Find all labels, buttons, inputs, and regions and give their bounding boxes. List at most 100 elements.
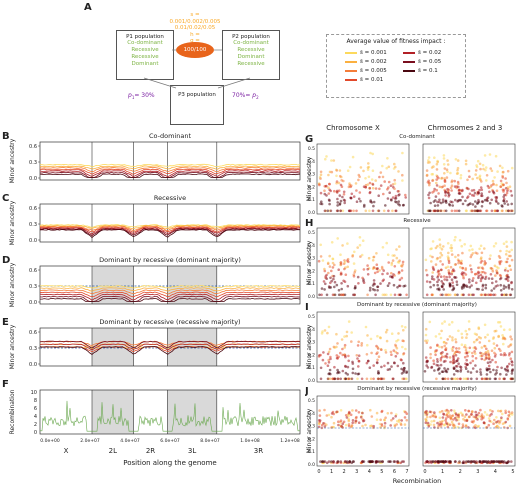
scatter-point [424, 421, 428, 425]
scatter-point [455, 418, 458, 422]
scatter-point [372, 255, 376, 259]
ancestry-curve [39, 346, 301, 356]
scatter-point [461, 414, 464, 417]
scatter-point [346, 365, 350, 369]
scatter-point [446, 367, 450, 371]
scatter-point [394, 415, 397, 418]
scatter-point [371, 259, 375, 262]
scatter-point [393, 162, 396, 166]
scatter-point [363, 203, 366, 207]
scatter-point [332, 274, 336, 278]
scatter-point [353, 250, 356, 254]
x-tick-label: 7 [405, 469, 408, 475]
g-label: g = [190, 38, 200, 44]
scatter-point [470, 377, 473, 381]
scatter-point [502, 377, 506, 381]
scatter-point [396, 364, 400, 368]
scatter-point [472, 415, 476, 419]
scatter-point [440, 370, 444, 373]
scatter-point [326, 364, 330, 367]
scatter-point [475, 281, 478, 285]
scatter-point [481, 283, 485, 287]
scatter-point [444, 194, 447, 197]
scatter-point [508, 412, 512, 416]
scatter-point [449, 417, 453, 421]
scatter-point [351, 155, 355, 159]
scatter-point [497, 335, 500, 339]
x-axis-label: Position along the genome [123, 459, 216, 467]
scatter-point [474, 357, 478, 360]
scatter-point [325, 184, 328, 188]
scatter-point [395, 201, 398, 204]
scatter-point [357, 178, 360, 182]
scatter-point [463, 415, 467, 419]
scatter-point [393, 182, 397, 185]
scatter-point [502, 188, 506, 192]
scatter-point [474, 272, 477, 276]
column-title: Chrmosomes 2 and 3 [428, 124, 503, 132]
y-tick-label: 0 [34, 430, 37, 436]
scatter-point [358, 236, 362, 239]
scatter-point [494, 426, 498, 429]
scatter-point [378, 269, 381, 272]
scatter-point [341, 347, 344, 351]
scatter-point [457, 413, 460, 417]
scatter-point [389, 275, 392, 278]
scatter-point [501, 334, 504, 337]
scatter-point [387, 261, 390, 264]
scatter-point [364, 183, 368, 187]
panel-label: D [2, 255, 10, 266]
scatter-point [424, 411, 427, 414]
scatter-point [337, 423, 340, 427]
scatter-point [439, 336, 443, 340]
scatter-point [502, 170, 505, 174]
scatter-point [470, 284, 473, 287]
scatter-point [509, 268, 513, 271]
scatter-point [471, 252, 475, 255]
scatter-point [486, 333, 489, 337]
scatter-point [441, 263, 444, 266]
scatter-point [327, 372, 330, 376]
scatter-point [368, 181, 372, 185]
scatter-point [484, 283, 488, 287]
scatter-point [492, 422, 495, 426]
scatter-point [429, 415, 432, 419]
y-tick-label: 0.0 [29, 176, 37, 182]
scatter-point [338, 174, 342, 178]
x-tick-label: 1.2e+08 [280, 438, 300, 444]
scatter-point [431, 275, 434, 278]
p1-population-box: P1 population Co-dominant Recessive Rece… [116, 30, 174, 80]
scatter-point [330, 412, 334, 415]
scatter-point [398, 418, 401, 422]
scatter-point [471, 354, 474, 358]
scatter-point [435, 184, 439, 187]
scatter-point [492, 287, 496, 290]
scatter-point [453, 179, 456, 183]
scatter-point [402, 377, 406, 381]
scatter-point [367, 359, 370, 363]
scatter-point [397, 332, 400, 335]
scatter-point [387, 165, 391, 169]
scatter-point [503, 337, 507, 341]
scatter-point [441, 198, 445, 201]
y-tick-label: 0.4 [308, 159, 315, 165]
scatter-point [435, 188, 438, 192]
scatter-point [495, 369, 498, 372]
scatter-point [445, 293, 448, 297]
scatter-point [401, 173, 404, 177]
scatter-point [510, 360, 513, 363]
scatter-point [321, 460, 324, 463]
scatter-point [485, 209, 488, 213]
scatter-point [332, 159, 336, 162]
y-tick-label: 0.4 [308, 411, 315, 417]
scatter-point [367, 256, 371, 260]
scatter-point [460, 259, 463, 263]
scatter-point [354, 182, 358, 185]
scatter-point [430, 293, 434, 297]
scatter-point [465, 358, 468, 362]
panel-title: Recessive [154, 194, 186, 202]
scatter-point [446, 377, 450, 381]
scatter-point [457, 261, 460, 265]
scatter-point [435, 377, 438, 381]
